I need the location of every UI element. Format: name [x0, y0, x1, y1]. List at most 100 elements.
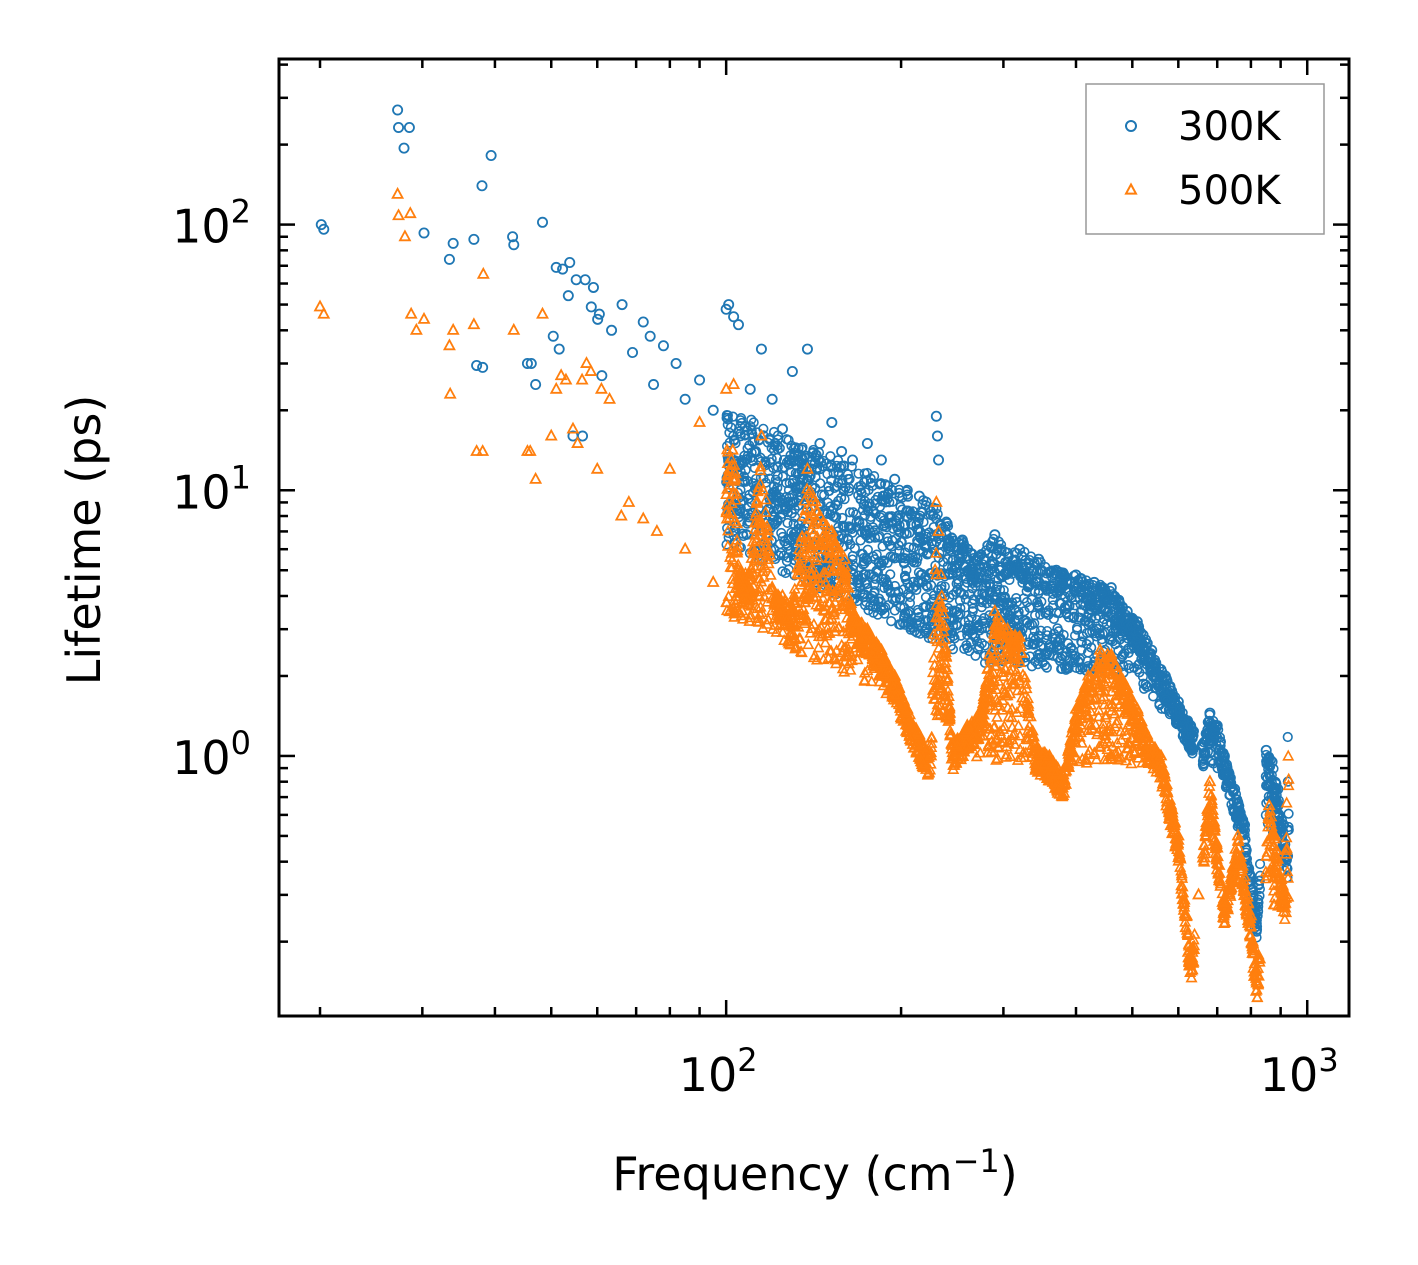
data-point — [1098, 698, 1111, 710]
data-point — [547, 330, 559, 342]
data-point — [1179, 915, 1192, 927]
data-point — [1244, 920, 1257, 932]
data-point — [999, 661, 1012, 673]
data-point — [911, 584, 922, 596]
data-point — [1159, 670, 1171, 682]
data-point — [829, 534, 842, 546]
data-point — [1046, 754, 1059, 766]
data-point — [1163, 808, 1176, 820]
data-point — [1270, 852, 1283, 864]
data-point — [1150, 743, 1163, 755]
data-point — [1186, 941, 1199, 953]
data-point — [968, 563, 979, 575]
data-point — [786, 527, 797, 538]
data-point — [876, 605, 887, 616]
data-point — [788, 591, 801, 603]
data-point — [871, 566, 882, 577]
data-point — [983, 566, 994, 577]
data-point — [752, 615, 765, 627]
data-point — [878, 515, 890, 526]
data-point — [929, 539, 940, 551]
data-point — [808, 536, 821, 548]
data-point — [1119, 696, 1132, 708]
data-point — [318, 223, 330, 235]
data-point — [1005, 599, 1017, 611]
data-point — [1075, 586, 1086, 597]
data-point — [1205, 718, 1216, 729]
data-point — [875, 478, 886, 490]
data-point — [761, 524, 774, 536]
data-point — [770, 518, 781, 529]
data-point — [869, 470, 880, 482]
data-point — [1130, 721, 1143, 733]
data-point — [873, 675, 886, 687]
data-point — [761, 519, 774, 531]
data-point — [1214, 750, 1225, 761]
data-point — [991, 584, 1002, 595]
data-point — [471, 359, 483, 371]
data-point — [1166, 685, 1178, 696]
data-point — [1185, 720, 1197, 732]
data-point — [902, 491, 914, 502]
data-point — [944, 567, 955, 579]
data-point — [1253, 897, 1264, 908]
data-point — [1050, 564, 1062, 576]
data-point — [728, 311, 740, 323]
data-point — [933, 593, 946, 605]
data-point — [1272, 783, 1284, 795]
data-point — [1119, 706, 1132, 718]
data-point — [831, 581, 844, 593]
data-point — [468, 233, 480, 245]
data-point — [728, 594, 741, 606]
data-point — [843, 535, 854, 546]
data-point — [1097, 722, 1110, 734]
data-point — [950, 756, 963, 768]
data-point — [1266, 756, 1278, 768]
data-point — [1270, 849, 1283, 861]
data-point — [606, 324, 618, 336]
data-point — [982, 668, 995, 680]
data-point — [1253, 880, 1265, 891]
data-point — [737, 528, 748, 539]
data-point — [817, 517, 830, 529]
data-point — [1094, 740, 1107, 752]
data-point — [951, 578, 962, 589]
data-point — [721, 445, 734, 457]
data-point — [1048, 600, 1059, 611]
data-point — [1033, 630, 1044, 641]
data-point — [1009, 563, 1020, 574]
data-point — [1176, 715, 1187, 726]
data-point — [1053, 626, 1064, 637]
data-point — [1082, 723, 1095, 735]
data-point — [996, 595, 1007, 606]
data-point — [1261, 780, 1272, 791]
data-point — [772, 470, 783, 481]
data-point — [885, 569, 896, 580]
data-point — [903, 733, 916, 745]
data-point — [823, 546, 836, 558]
data-point — [868, 505, 879, 516]
data-point — [1282, 779, 1295, 791]
data-point — [783, 435, 794, 446]
data-point — [943, 713, 956, 725]
data-point — [508, 239, 520, 251]
data-point — [1132, 631, 1143, 642]
data-point — [1089, 718, 1102, 730]
data-point — [1278, 912, 1291, 924]
data-point — [1016, 691, 1029, 703]
data-point — [819, 636, 832, 648]
data-point — [744, 440, 755, 451]
data-point — [917, 758, 930, 770]
data-point — [992, 633, 1005, 645]
data-point — [1132, 751, 1145, 763]
data-point — [977, 690, 990, 702]
data-point — [827, 587, 840, 599]
data-point — [485, 149, 497, 161]
data-point — [788, 593, 801, 605]
data-point — [1006, 729, 1019, 741]
data-point — [930, 568, 943, 580]
data-point — [844, 473, 855, 485]
data-point — [1160, 795, 1173, 807]
data-point — [801, 343, 813, 355]
data-point — [762, 553, 775, 565]
